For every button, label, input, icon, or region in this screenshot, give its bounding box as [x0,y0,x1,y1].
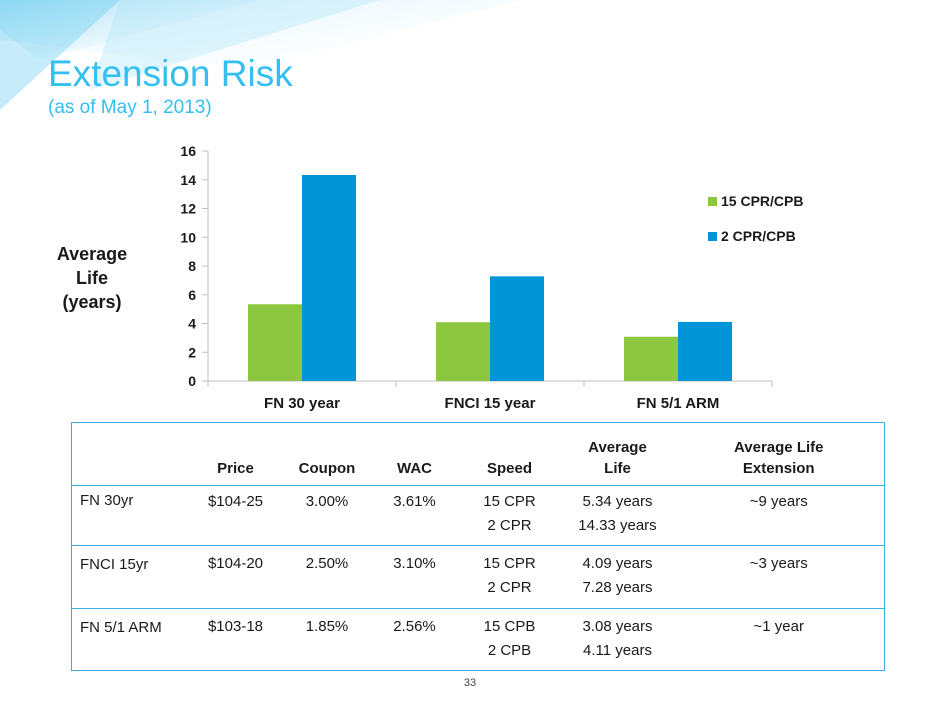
table-header: Average Life Extension [673,422,885,486]
legend-swatch [708,197,717,206]
y-axis-label-line: Life [75,268,108,288]
y-tick-label: 10 [180,229,196,245]
table-header: WAC [371,422,458,486]
bar [248,304,302,381]
y-axis-label: Average Life (years) [50,242,134,314]
bar-chart: 0 2 4 6 8 10 12 14 16 FN 30 year FNCI 15 year FN 5/… [180,143,803,412]
cell-average-life: 4.09 years 7.28 years [561,545,674,609]
page-number: 33 [463,677,477,689]
cell-extension: ~1 year [753,617,804,635]
page-subtitle: (as of May 1, 2013) [48,97,212,118]
x-tick-label: FN 30 year [264,395,340,412]
y-tick-label: 4 [188,316,196,332]
y-tick-label: 8 [188,258,196,274]
cell-price: $103-18 [207,617,264,635]
cell-average-life: 5.34 years 14.33 years [561,485,674,547]
y-tick-label: 0 [188,373,196,389]
cell-coupon: 1.85% [305,617,349,635]
life-value: 3.08 years [582,617,653,635]
bar [436,322,490,381]
y-axis-label-line: (years) [62,292,122,312]
y-tick-label: 2 [188,344,196,360]
legend-label: 15 CPR/CPB [721,193,803,209]
y-tick-label: 12 [180,201,196,217]
cell-speed: 15 CPB 2 CPB [458,608,562,670]
cell-wac: 2.56% [393,617,436,635]
table-row: FN 30yr $104-25 3.00% 3.61% 15 CPR 2 CPR… [71,485,885,547]
bar [678,321,732,381]
speed-value: 15 CPB [483,617,536,635]
table-row: FN 5/1 ARM $103-18 1.85% 2.56% 15 CPB 2 … [72,608,885,670]
y-tick-label: 16 [180,143,196,159]
speed-value: 15 CPR [483,555,536,573]
y-tick-label: 14 [180,172,196,188]
life-value: 4.09 years [582,555,653,573]
cell-coupon: 3.00% [282,485,372,547]
cell-extension: ~9 years [673,485,885,547]
life-value: 5.34 years [582,493,653,510]
table-header: Speed [457,422,562,486]
row-name: FN 30yr [71,485,189,547]
table-header: Coupon [282,422,372,486]
cell-extension: ~3 years [673,545,885,609]
x-tick-label: FN 5/1 ARM [637,395,720,412]
table-row: FNCI 15yr $104-20 2.50% 3.10% 15 CPR 2 C… [71,545,885,609]
cell-coupon: 2.50% [282,545,372,609]
cell-speed: 15 CPR 2 CPR [457,545,562,609]
table-header-row: Price Coupon WAC Speed Average Life Aver… [71,422,885,486]
cell-price: $104-20 [188,545,283,609]
life-value: 7.28 years [582,579,653,597]
legend-label: 2 CPR/CPB [721,228,796,244]
cell-speed: 15 CPR 2 CPR [457,485,562,547]
data-table: Price Coupon WAC Speed Average Life Aver… [71,422,885,671]
row-name: FN 5/1 ARM [80,618,162,636]
life-value: 4.11 years [583,641,652,659]
speed-value: 15 CPR [483,493,536,510]
life-value: 14.33 years [578,517,657,534]
table-header: Average Life [561,422,674,486]
table-header: Price [188,422,283,486]
bar [624,336,678,381]
legend-swatch [708,232,717,241]
cell-price: $104-25 [188,485,283,547]
bar [490,276,544,381]
speed-value: 2 CPR [487,579,532,597]
speed-value: 2 CPB [487,641,532,659]
cell-average-life: 3.08 years 4.11 years [562,608,674,670]
table-header [71,422,189,486]
page-title: Extension Risk [48,53,293,94]
cell-wac: 3.10% [371,545,458,609]
y-tick-label: 6 [188,287,196,303]
x-tick-label: FNCI 15 year [445,395,536,412]
bar [302,175,356,381]
cell-wac: 3.61% [371,485,458,547]
speed-value: 2 CPR [487,517,532,534]
y-axis-label-line: Average [56,244,128,264]
row-name: FNCI 15yr [71,545,189,609]
